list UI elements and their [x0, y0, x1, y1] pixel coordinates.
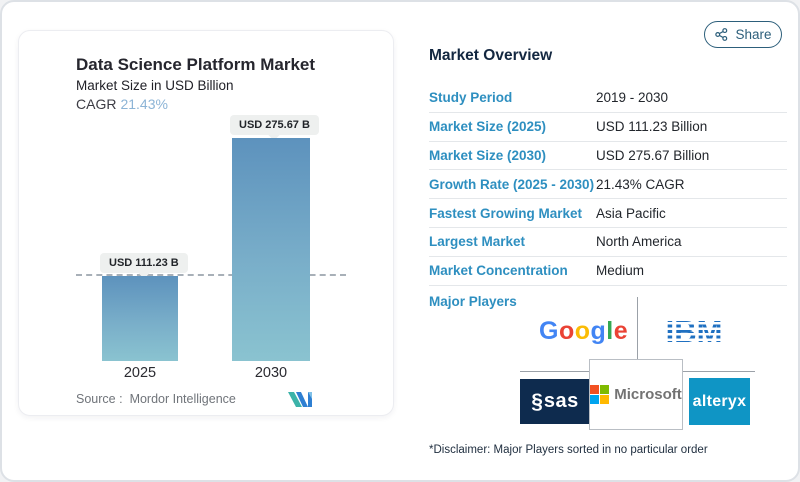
sas-logo: § sas — [520, 379, 590, 424]
cagr-value: 21.43% — [120, 96, 168, 112]
row-value: 2019 - 2030 — [596, 90, 669, 106]
overview-title: Market Overview — [429, 47, 553, 64]
row-label: Largest Market — [429, 234, 526, 250]
row-value: Medium — [596, 263, 645, 279]
share-icon — [715, 28, 728, 41]
overview-table: Study Period 2019 - 2030 Market Size (20… — [429, 84, 787, 286]
cagr-label: CAGR — [76, 96, 117, 112]
disclaimer: *Disclaimer: Major Players sorted in no … — [429, 444, 708, 456]
row-value: North America — [596, 234, 682, 250]
major-players-label: Major Players — [429, 294, 517, 309]
bar-value-label-2025: USD 111.23 B — [100, 253, 188, 273]
table-row: Largest Market North America — [429, 228, 787, 257]
row-label: Market Concentration — [429, 263, 568, 279]
share-button[interactable]: Share — [704, 21, 782, 48]
source-line: Source : Mordor Intelligence — [76, 392, 236, 406]
x-axis-label-2025: 2025 — [123, 365, 157, 381]
row-label: Fastest Growing Market — [429, 205, 583, 221]
row-value: 21.43% CAGR — [596, 176, 685, 192]
table-row: Growth Rate (2025 - 2030) 21.43% CAGR — [429, 170, 787, 200]
row-label: Market Size (2025) — [429, 119, 547, 135]
row-value: Asia Pacific — [596, 205, 666, 221]
sas-s-icon: § — [531, 389, 543, 413]
x-axis-label-2030: 2030 — [254, 365, 288, 381]
svg-text:IBM: IBM — [666, 314, 723, 348]
table-row: Fastest Growing Market Asia Pacific — [429, 199, 787, 228]
bar-value-label-2030: USD 275.67 B — [230, 115, 319, 135]
chart-subtitle: Market Size in USD Billion — [76, 78, 234, 93]
alteryx-logo: alteryx — [689, 378, 750, 425]
microsoft-window-icon — [590, 385, 610, 404]
chart-title: Data Science Platform Market — [76, 55, 316, 74]
row-label: Market Size (2030) — [429, 147, 547, 163]
table-row: Study Period 2019 - 2030 — [429, 84, 787, 113]
bar-2030[interactable] — [232, 138, 310, 361]
reference-dashed-line — [76, 274, 346, 276]
source-name: Mordor Intelligence — [129, 392, 236, 406]
table-row: Market Size (2030) USD 275.67 Billion — [429, 142, 787, 171]
cagr-line: CAGR 21.43% — [76, 96, 168, 112]
row-label: Growth Rate (2025 - 2030) — [429, 176, 595, 192]
table-row: Market Concentration Medium — [429, 257, 787, 286]
row-value: USD 275.67 Billion — [596, 147, 710, 163]
bar-2025[interactable] — [102, 276, 178, 361]
microsoft-logo: Microsoft — [589, 359, 683, 430]
market-chart-card: Data Science Platform Market Market Size… — [18, 30, 394, 416]
source-label: Source : — [76, 392, 123, 406]
share-label: Share — [735, 27, 772, 42]
logos-divider-vertical — [637, 297, 638, 360]
row-value: USD 111.23 Billion — [596, 119, 708, 135]
table-row: Market Size (2025) USD 111.23 Billion — [429, 113, 787, 142]
mordor-intelligence-logo-icon — [288, 392, 312, 407]
google-logo: Google — [539, 317, 629, 345]
row-label: Study Period — [429, 90, 513, 106]
ibm-logo: IBM — [657, 314, 731, 348]
